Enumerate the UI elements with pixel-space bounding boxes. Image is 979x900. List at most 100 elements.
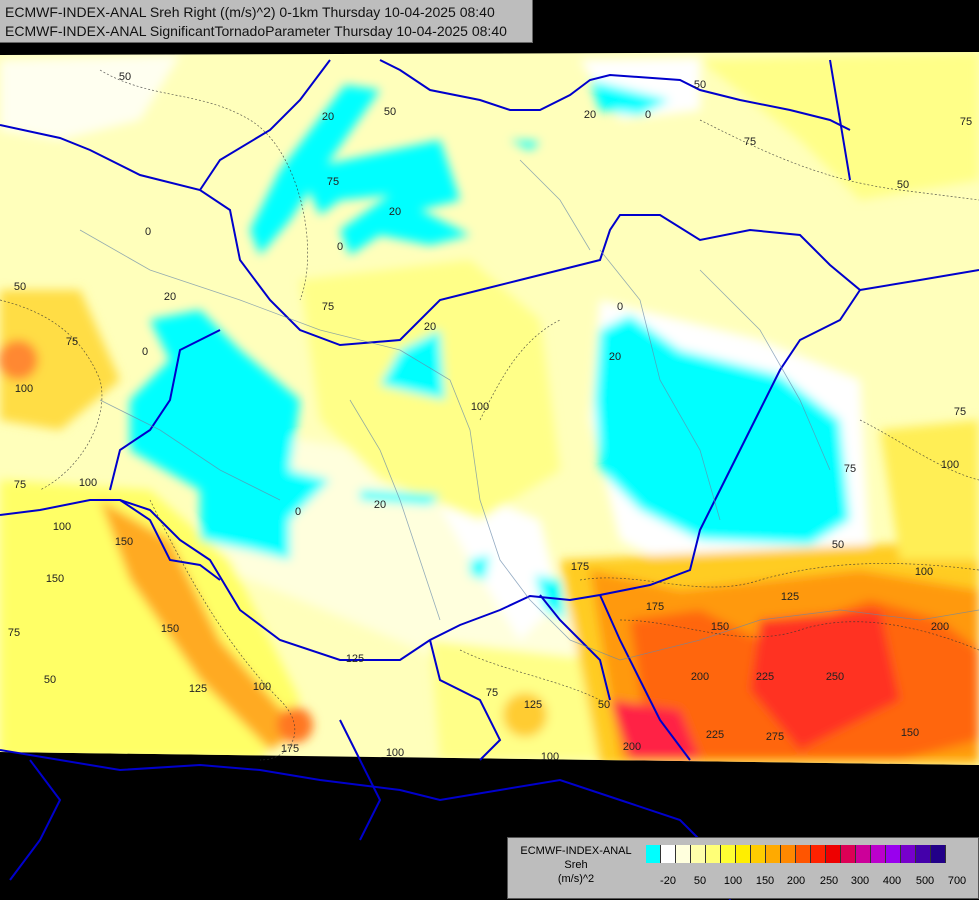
contour-label: 75 (14, 479, 26, 491)
contour-label: 200 (691, 671, 709, 683)
sreh-field (0, 52, 979, 765)
contour-label: 20 (424, 321, 436, 333)
legend-swatch (706, 845, 721, 863)
contour-label: 250 (826, 671, 844, 683)
contour-label: 75 (8, 627, 20, 639)
contour-label: 100 (915, 566, 933, 578)
legend-swatch (781, 845, 796, 863)
legend-model: ECMWF-INDEX-ANAL (520, 845, 632, 857)
contour-label: 100 (471, 401, 489, 413)
contour-label: 100 (253, 681, 271, 693)
contour-label: 75 (486, 687, 498, 699)
contour-label: 100 (53, 521, 71, 533)
contour-label: 100 (541, 751, 559, 763)
contour-label: 125 (189, 683, 207, 695)
contour-label: 225 (706, 729, 724, 741)
contour-label: 150 (46, 573, 64, 585)
legend-tick: 700 (947, 875, 967, 887)
contour-label: 100 (15, 383, 33, 395)
contour-label: 225 (756, 671, 774, 683)
legend-tick: 500 (915, 875, 935, 887)
legend-swatch (856, 845, 871, 863)
legend-swatch (871, 845, 886, 863)
contour-label: 50 (832, 539, 844, 551)
contour-label: 150 (711, 621, 729, 633)
contour-label: 20 (584, 109, 596, 121)
contour-label: 0 (617, 301, 623, 313)
contour-label: 200 (623, 741, 641, 753)
contour-label: 200 (931, 621, 949, 633)
contour-label: 150 (161, 623, 179, 635)
legend-swatch (766, 845, 781, 863)
legend-swatch (916, 845, 931, 863)
legend-swatch (931, 845, 946, 863)
contour-label: 0 (295, 506, 301, 518)
legend-tick: 300 (850, 875, 870, 887)
legend-swatch (736, 845, 751, 863)
contour-label: 100 (79, 477, 97, 489)
legend-swatch (901, 845, 916, 863)
title-line-sreh: ECMWF-INDEX-ANAL Sreh Right ((m/s)^2) 0-… (5, 4, 495, 20)
legend-tick: 150 (755, 875, 775, 887)
contour-label: 175 (281, 743, 299, 755)
contours (0, 69, 979, 761)
contour-label: 150 (115, 536, 133, 548)
legend-swatch (811, 845, 826, 863)
contour-label: 125 (346, 653, 364, 665)
contour-label: 50 (384, 106, 396, 118)
legend-swatch (646, 845, 661, 863)
contour-label: 75 (960, 116, 972, 128)
legend-swatch (751, 845, 766, 863)
contour-label: 50 (897, 179, 909, 191)
legend-tick: 100 (723, 875, 743, 887)
legend-ticks: -20 50 100 150 200 250 300 400 500 700 (646, 875, 976, 891)
legend-tick: 200 (786, 875, 806, 887)
contour-label: 175 (646, 601, 664, 613)
legend-swatch (676, 845, 691, 863)
legend-tick: 400 (882, 875, 902, 887)
contour-label: 75 (844, 463, 856, 475)
title-line-stp: ECMWF-INDEX-ANAL SignificantTornadoParam… (5, 23, 507, 39)
legend-swatch (721, 845, 736, 863)
color-legend: ECMWF-INDEX-ANAL Sreh (m/s)^2 -20 50 100… (507, 837, 979, 899)
legend-swatch (841, 845, 856, 863)
contour-label: 20 (389, 206, 401, 218)
contour-label: 175 (571, 561, 589, 573)
contour-label: 75 (66, 336, 78, 348)
rivers (79, 159, 979, 661)
contour-label: 20 (374, 499, 386, 511)
contour-label: 75 (322, 301, 334, 313)
contour-label: 20 (322, 111, 334, 123)
legend-swatch (661, 845, 676, 863)
contour-label: 20 (609, 351, 621, 363)
legend-swatch (826, 845, 841, 863)
contour-label: 125 (524, 699, 542, 711)
contour-label: 125 (781, 591, 799, 603)
legend-variable: Sreh (564, 859, 588, 871)
contour-label: 75 (327, 176, 339, 188)
contour-label: 100 (386, 747, 404, 759)
legend-swatches (646, 845, 946, 863)
contour-label: 50 (598, 699, 610, 711)
contour-label: 0 (142, 346, 148, 358)
contour-label: 50 (14, 281, 26, 293)
contour-label: 75 (744, 136, 756, 148)
legend-swatch (796, 845, 811, 863)
legend-swatch (691, 845, 706, 863)
contour-labels: 50 20 0 50 75 50 0 20 75 20 0 0 20 50 75… (8, 71, 972, 763)
title-box: ECMWF-INDEX-ANAL Sreh Right ((m/s)^2) 0-… (0, 0, 533, 43)
contour-label: 50 (694, 79, 706, 91)
contour-label: 50 (44, 674, 56, 686)
legend-tick: -20 (660, 875, 676, 887)
contour-label: 100 (941, 459, 959, 471)
contour-label: 50 (119, 71, 131, 83)
legend-tick: 50 (693, 875, 707, 887)
contour-label: 20 (164, 291, 176, 303)
contour-label: 0 (645, 109, 651, 121)
contour-label: 150 (901, 727, 919, 739)
contour-label: 0 (337, 241, 343, 253)
country-borders (0, 59, 979, 900)
legend-swatch (886, 845, 901, 863)
legend-tick: 250 (819, 875, 839, 887)
